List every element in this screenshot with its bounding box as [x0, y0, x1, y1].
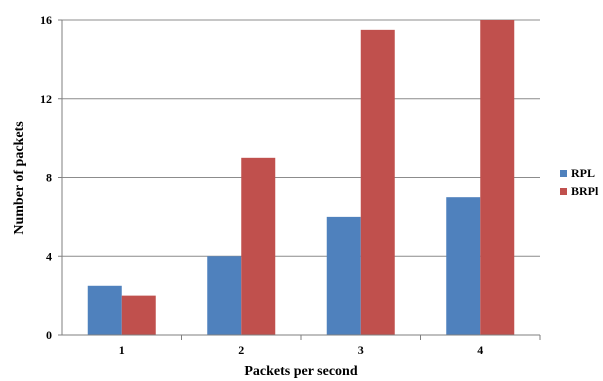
x-tick-label: 1 — [119, 343, 125, 357]
y-axis-title: Number of packets — [12, 121, 27, 235]
x-axis-title: Packets per second — [244, 364, 357, 379]
legend-label-rpl: RPL — [571, 166, 595, 180]
bar-brpl-3 — [360, 29, 395, 335]
legend-swatch-brpl — [560, 188, 567, 195]
legend-swatch-rpl — [560, 170, 567, 177]
y-tick-label: 16 — [40, 13, 52, 27]
y-tick-label: 8 — [46, 171, 52, 185]
legend-label-brpl: BRPl — [571, 184, 599, 198]
bar-rpl-3 — [326, 216, 361, 335]
y-tick-label: 4 — [46, 249, 52, 263]
y-tick-label: 0 — [46, 328, 52, 342]
x-tick-label: 3 — [358, 343, 364, 357]
y-axis-ticks: 0 4 8 12 16 — [40, 13, 62, 342]
x-axis-ticks: 1 2 3 4 — [119, 335, 541, 357]
bar-rpl-2 — [207, 256, 242, 335]
bar-brpl-4 — [480, 20, 515, 335]
bar-rpl-4 — [446, 197, 481, 335]
bars — [87, 20, 515, 335]
legend: RPL BRPl — [560, 166, 599, 198]
x-tick-label: 4 — [477, 343, 483, 357]
bar-brpl-1 — [121, 295, 156, 335]
bar-rpl-1 — [87, 285, 122, 335]
x-tick-label: 2 — [238, 343, 244, 357]
y-tick-label: 12 — [40, 92, 52, 106]
bar-brpl-2 — [241, 157, 276, 335]
